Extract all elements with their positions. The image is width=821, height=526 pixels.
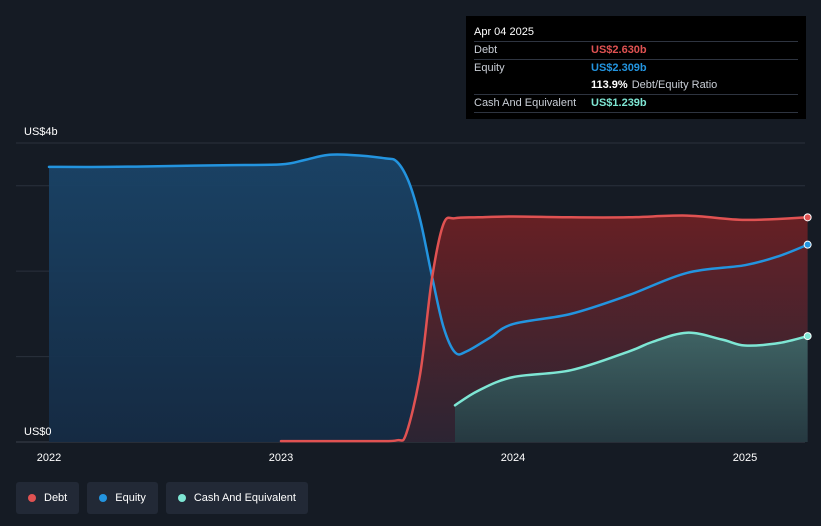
tooltip-cash-value: US$1.239b [591,97,647,109]
x-tick-label-2024: 2024 [501,452,525,464]
tooltip-panel: Apr 04 2025 Debt US$2.630b Equity US$2.3… [466,16,806,119]
end-marker-cash [803,332,812,341]
end-marker-debt [803,213,812,222]
tooltip-debt-value: US$2.630b [591,44,647,56]
line-debt [279,214,809,443]
legend-item-cash[interactable]: Cash And Equivalent [165,482,308,514]
tooltip-equity-value: US$2.309b [591,62,647,74]
legend-label-cash: Cash And Equivalent [193,492,296,504]
series-end-markers [803,213,812,341]
legend-dot-cash-icon [177,494,186,502]
tooltip-ratio-value: 113.9% [591,79,628,91]
x-tick-label-2025: 2025 [733,452,757,464]
legend-label-debt: Debt [44,492,68,504]
x-tick-label-2023: 2023 [269,452,293,464]
line-cash [453,331,809,407]
tooltip-equity-label: Equity [474,62,505,74]
tooltip-row-equity: Equity US$2.309b [474,59,798,77]
legend-dot-debt-icon [28,494,36,502]
legend-label-equity: Equity [115,492,146,504]
line-equity [47,153,809,356]
area-cash [455,332,808,442]
y-axis-bottom-label: US$0 [24,426,52,438]
tooltip-cash-label: Cash And Equivalent [474,97,577,109]
tooltip-row-ratio: 113.9% Debt/Equity Ratio [474,77,798,94]
tooltip-date: Apr 04 2025 [474,26,534,38]
series-lines [47,153,809,443]
chart-legend: Debt Equity Cash And Equivalent [16,482,308,514]
x-tick-label-2022: 2022 [37,452,61,464]
tooltip-row-cash: Cash And Equivalent US$1.239b [474,94,798,113]
tooltip-debt-label: Debt [474,44,498,56]
axis-labels: US$4b US$0 2022 2023 2024 2025 [24,126,757,464]
tooltip-ratio-spacer [474,77,591,94]
y-axis-top-label: US$4b [24,126,58,138]
legend-item-debt[interactable]: Debt [16,482,80,514]
tooltip-row-debt: Debt US$2.630b [474,41,798,59]
legend-dot-equity-icon [99,494,108,502]
end-marker-equity [803,240,812,249]
legend-item-equity[interactable]: Equity [87,482,158,514]
tooltip-ratio-label: Debt/Equity Ratio [631,79,718,91]
